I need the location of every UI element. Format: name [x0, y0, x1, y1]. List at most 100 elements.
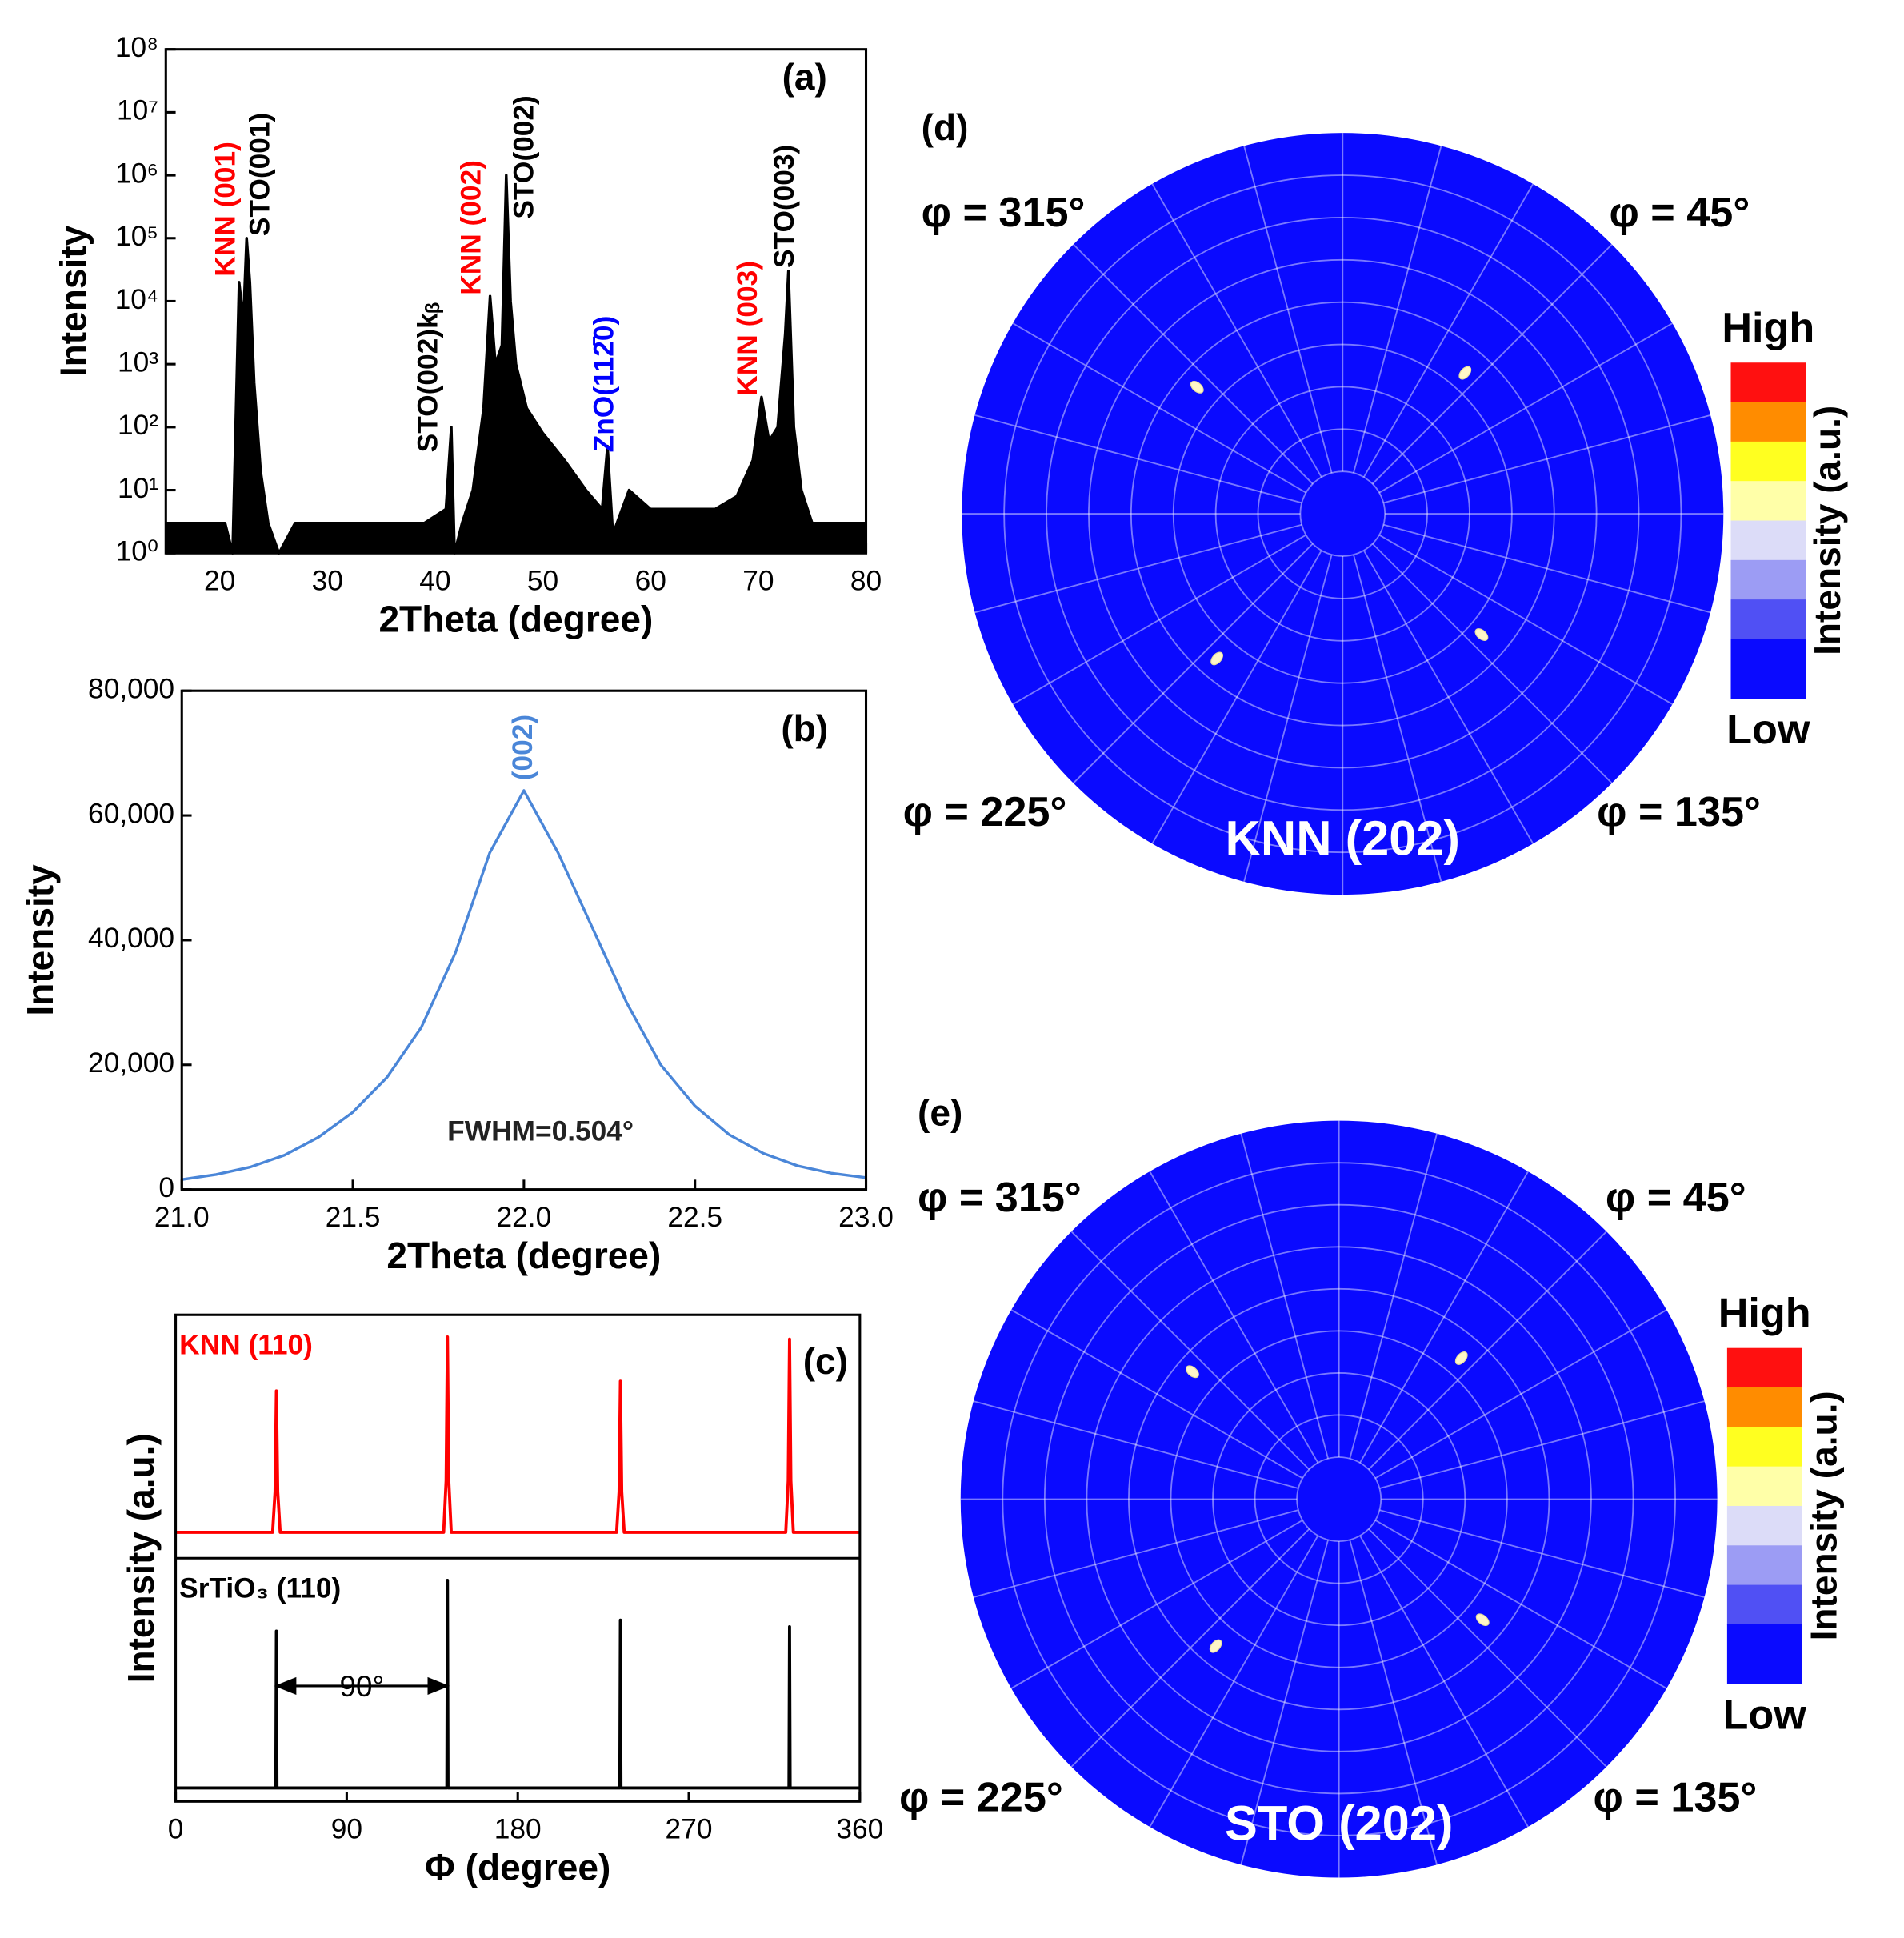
grid-spoke — [1151, 183, 1322, 478]
colorbar-swatch — [1730, 599, 1806, 640]
x-axis-title: 2Theta (degree) — [378, 598, 653, 639]
grid-spoke — [1243, 146, 1333, 474]
annotation: STO(003) — [769, 145, 800, 268]
x-tick-label: 360 — [836, 1813, 883, 1844]
x-tick-label: 21.0 — [154, 1202, 210, 1233]
phi-label: φ = 135° — [1594, 1775, 1758, 1821]
grid-ring — [1172, 343, 1513, 684]
x-tick-label: 60 — [635, 565, 666, 596]
x-tick-label: 0 — [168, 1813, 184, 1844]
pole-spot — [1458, 366, 1472, 380]
x-axis-title: 2Theta (degree) — [386, 1235, 661, 1276]
x-axis-title: Φ (degree) — [425, 1846, 610, 1888]
grid-spoke — [1243, 554, 1333, 883]
colorbar-title: Intensity (a.u.) — [1806, 406, 1848, 655]
x-tick-label: 21.5 — [326, 1202, 381, 1233]
grid-ring — [1003, 174, 1682, 854]
y-tick-label: 10⁷ — [117, 95, 158, 126]
grid-spoke — [1372, 243, 1613, 485]
grid-ring — [1170, 1330, 1508, 1668]
grid-spoke — [1149, 1171, 1319, 1464]
grid-spoke — [1073, 243, 1314, 485]
grid-ring — [1299, 470, 1386, 557]
grid-ring — [1043, 1203, 1634, 1795]
series-label: KNN (110) — [179, 1329, 313, 1360]
grid-spoke — [1149, 1535, 1319, 1828]
x-tick-label: 90 — [331, 1813, 362, 1844]
x-tick-label: 22.0 — [497, 1202, 552, 1233]
grid-spoke — [1374, 1520, 1667, 1689]
grid-ring — [1254, 1414, 1424, 1584]
grid-spoke — [1353, 554, 1442, 883]
colorbar-swatch — [1730, 520, 1806, 561]
x-tick-label: 270 — [666, 1813, 713, 1844]
annotation: KNN (002) — [455, 160, 486, 295]
grid-spoke — [1010, 1520, 1303, 1689]
grid-spoke — [1374, 1309, 1667, 1480]
annotation: KNN (001) — [210, 142, 241, 277]
grid-ring — [1086, 1246, 1592, 1752]
colorbar-swatch — [1726, 1545, 1802, 1586]
y-tick-label: 10² — [118, 410, 158, 441]
grid-spoke — [1378, 534, 1673, 705]
phi-label: φ = 45° — [1609, 190, 1750, 236]
grid-ring — [1214, 386, 1470, 642]
colorbar-swatch — [1726, 1584, 1802, 1625]
annotation: STO(001) — [244, 113, 275, 236]
grid-spoke — [1073, 543, 1314, 784]
grid-ring — [1046, 216, 1640, 811]
x-tick-label: 50 — [527, 565, 558, 596]
x-tick-label: 180 — [494, 1813, 542, 1844]
annotation: KNN (003) — [732, 261, 763, 396]
grid-spoke — [1240, 1540, 1329, 1865]
grid-spoke — [1362, 183, 1534, 478]
grid-spoke — [1349, 1540, 1438, 1865]
panel-label: (c) — [803, 1340, 848, 1382]
grid-spoke — [1349, 1133, 1438, 1460]
y-tick-label: 10⁶ — [115, 158, 158, 189]
grid-ring — [1296, 1456, 1382, 1543]
y-tick-label: 0 — [158, 1172, 174, 1203]
y-tick-label: 80,000 — [88, 674, 174, 705]
colorbar-low: Low — [1726, 707, 1810, 753]
pole-disk — [962, 133, 1724, 895]
phi-label: φ = 315° — [918, 1175, 1082, 1221]
y-tick-label: 10¹ — [118, 473, 158, 504]
panel-label: (e) — [918, 1092, 962, 1134]
grid-ring — [1130, 301, 1555, 727]
y-tick-label: 10³ — [118, 346, 158, 378]
grid-spoke — [1378, 322, 1673, 494]
line — [175, 1335, 860, 1534]
grid-spoke — [1372, 543, 1613, 784]
grid-spoke — [1151, 550, 1322, 844]
pole-title: STO (202) — [1225, 1796, 1454, 1852]
colorbar-swatch — [1730, 481, 1806, 522]
x-tick-label: 40 — [419, 565, 450, 596]
y-tick-label: 10⁴ — [115, 284, 158, 315]
colorbar-swatch — [1726, 1505, 1802, 1547]
grid-spoke — [1010, 1309, 1303, 1480]
grid-ring — [1088, 258, 1598, 769]
grid-spoke — [1070, 1528, 1310, 1768]
line — [175, 1578, 860, 1790]
grid-spoke — [1359, 1171, 1529, 1464]
grid-spoke — [1379, 1509, 1705, 1598]
phi-label: φ = 225° — [899, 1775, 1063, 1821]
colorbar-swatch — [1730, 402, 1806, 442]
colorbar-low: Low — [1723, 1692, 1807, 1739]
pole-spot — [1475, 1613, 1490, 1627]
pole-spot — [1190, 380, 1204, 394]
pole-spot — [1210, 651, 1223, 666]
series-label: SrTiO₃ (110) — [179, 1573, 341, 1604]
y-tick-label: 10⁸ — [115, 32, 158, 63]
pole-spot — [1474, 628, 1489, 641]
grid-spoke — [1383, 414, 1711, 504]
pole-spot — [1454, 1351, 1468, 1365]
x-tick-label: 20 — [204, 565, 235, 596]
y-axis-title: Intensity (a.u.) — [120, 1433, 162, 1683]
panel-label: (b) — [781, 707, 828, 749]
grid-ring — [1002, 1162, 1676, 1836]
colorbar-swatch — [1730, 639, 1806, 699]
annotation: STO(002)kᵦ — [413, 302, 444, 453]
